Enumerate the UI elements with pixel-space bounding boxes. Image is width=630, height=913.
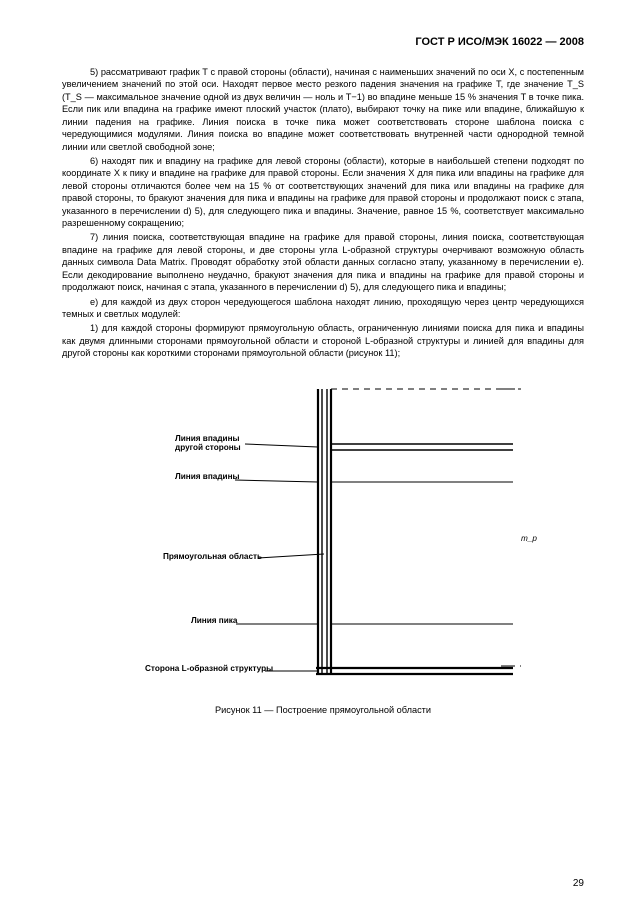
label-lside: Сторона L-образной структуры [145, 664, 273, 673]
para-d6: 6) находят пик и впадину на графике для … [62, 155, 584, 230]
label-rect: Прямоугольная область [163, 552, 262, 561]
figure-11: Линия впадиныдругой стороны Линия впадин… [62, 374, 584, 715]
label-vpadiny-other: Линия впадиныдругой стороны [175, 434, 241, 452]
para-e1: 1) для каждой стороны формируют прямоуго… [62, 322, 584, 359]
para-d5: 5) рассматривают график Т с правой сторо… [62, 66, 584, 153]
label-mp: m_p [521, 534, 537, 543]
page-number: 29 [573, 878, 584, 889]
standard-header: ГОСТ Р ИСО/МЭК 16022 — 2008 [62, 36, 584, 48]
para-d7: 7) линия поиска, соответствующая впадине… [62, 231, 584, 293]
document-page: ГОСТ Р ИСО/МЭК 16022 — 2008 5) рассматри… [0, 0, 630, 913]
body-text: 5) рассматривают график Т с правой сторо… [62, 66, 584, 360]
label-pika: Линия пика [191, 616, 237, 625]
figure-11-svg [103, 374, 543, 694]
para-e: e) для каждой из двух сторон чередующего… [62, 296, 584, 321]
figure-11-caption: Рисунок 11 — Построение прямоугольной об… [62, 705, 584, 715]
label-vpadiny: Линия впадины [175, 472, 240, 481]
